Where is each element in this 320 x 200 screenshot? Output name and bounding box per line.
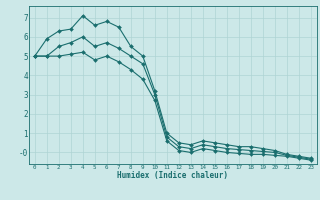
X-axis label: Humidex (Indice chaleur): Humidex (Indice chaleur): [117, 171, 228, 180]
